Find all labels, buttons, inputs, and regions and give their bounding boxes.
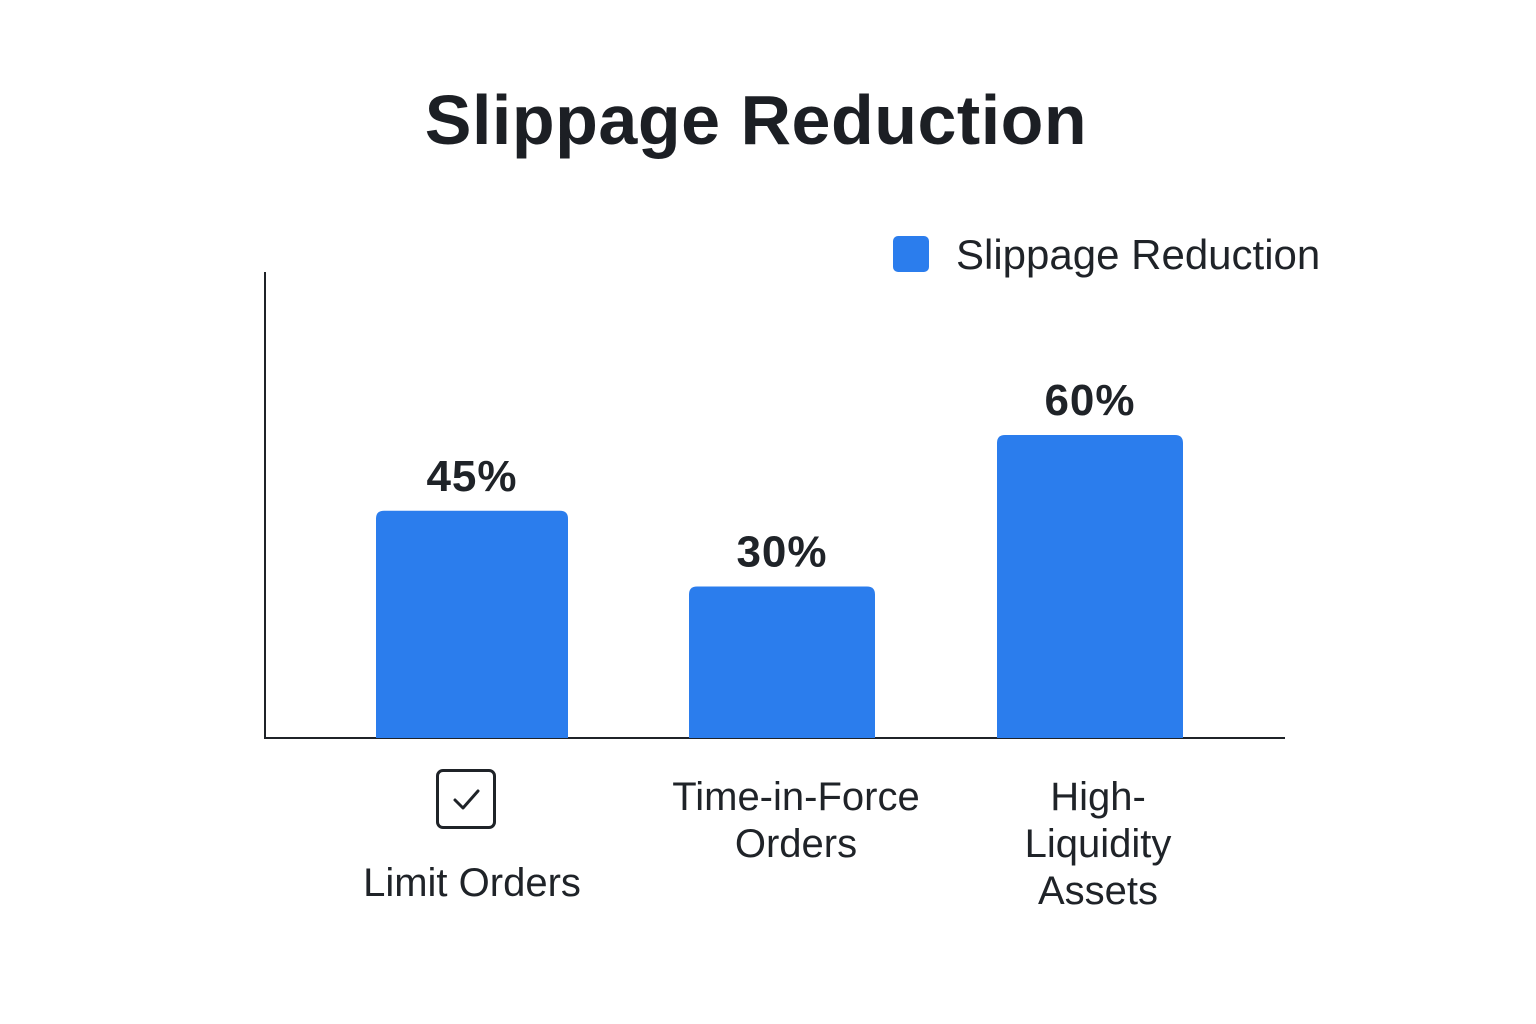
x-tick-label-2: Time-in-Force Orders	[672, 775, 920, 866]
legend: Slippage Reduction	[893, 231, 1320, 278]
x-tick-label-1: Limit Orders	[363, 861, 581, 905]
bar-value-label-1: 45%	[426, 452, 517, 501]
legend-swatch	[893, 236, 929, 272]
bar-value-label-3: 60%	[1044, 376, 1135, 425]
chart-title: Slippage Reduction	[424, 81, 1088, 159]
bar-3	[997, 435, 1183, 738]
bar-2	[689, 586, 875, 738]
bar-value-label-2: 30%	[736, 528, 827, 577]
x-tick-label-3: High- Liquidity Assets	[1024, 775, 1172, 913]
legend-label: Slippage Reduction	[956, 231, 1320, 278]
bar-1	[376, 510, 568, 738]
checkbox-checked-icon	[436, 769, 496, 829]
